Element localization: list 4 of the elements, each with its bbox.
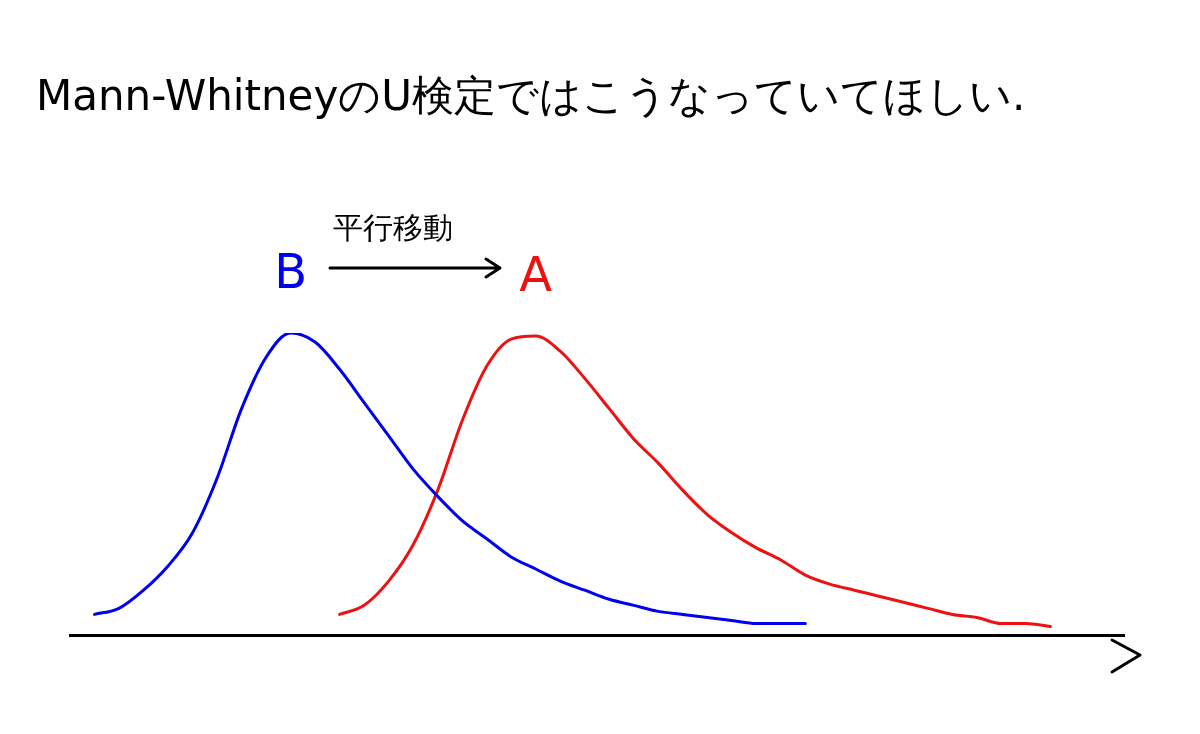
chart-title: Mann-WhitneyのU検定ではこうなっていてほしい. (36, 70, 1026, 122)
text: 平行移動 (333, 210, 454, 245)
series-label: B (274, 243, 308, 299)
series-label: A (519, 246, 553, 303)
